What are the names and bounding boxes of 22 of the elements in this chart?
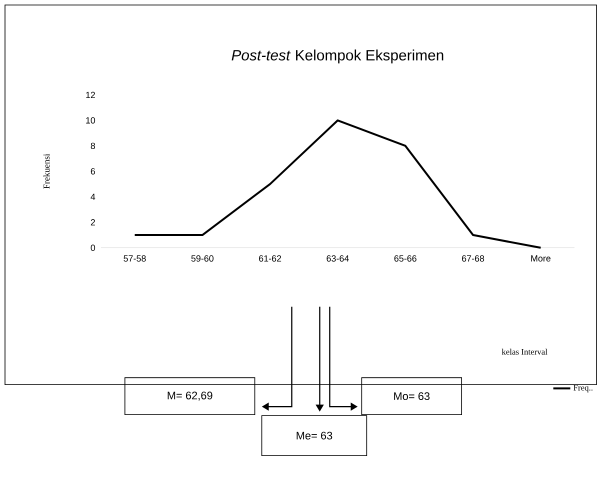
y-tick-label: 0	[90, 244, 96, 252]
text: Me= 63	[296, 432, 332, 440]
x-tick-label: 65-66	[394, 255, 416, 262]
legend-label: Freq..	[574, 385, 592, 392]
y-tick-label: 8	[90, 142, 96, 150]
line-series	[134, 120, 542, 249]
y-tick-label: 10	[86, 117, 96, 124]
text: Mo= 63	[394, 392, 430, 400]
x-tick-label: 57-58	[124, 255, 146, 262]
y-tick-label: 2	[90, 219, 95, 226]
y-tick-label: 6	[90, 168, 96, 175]
y-tick-label: 12	[86, 92, 95, 98]
y-axis-title: Frekuensi	[43, 154, 50, 189]
text: M= 62,69	[168, 392, 212, 401]
x-tick-label: 61-62	[259, 255, 282, 262]
x-tick-label: 59-60	[191, 255, 214, 262]
x-tick-label: More	[531, 255, 551, 262]
chart-title: Post-test Kelompok Eksperimen	[232, 50, 444, 64]
x-tick-label: 67-68	[462, 255, 484, 262]
y-tick-label: 4	[90, 194, 96, 200]
text: kelas Interval	[502, 348, 548, 355]
x-tick-label: 63-64	[326, 255, 349, 262]
